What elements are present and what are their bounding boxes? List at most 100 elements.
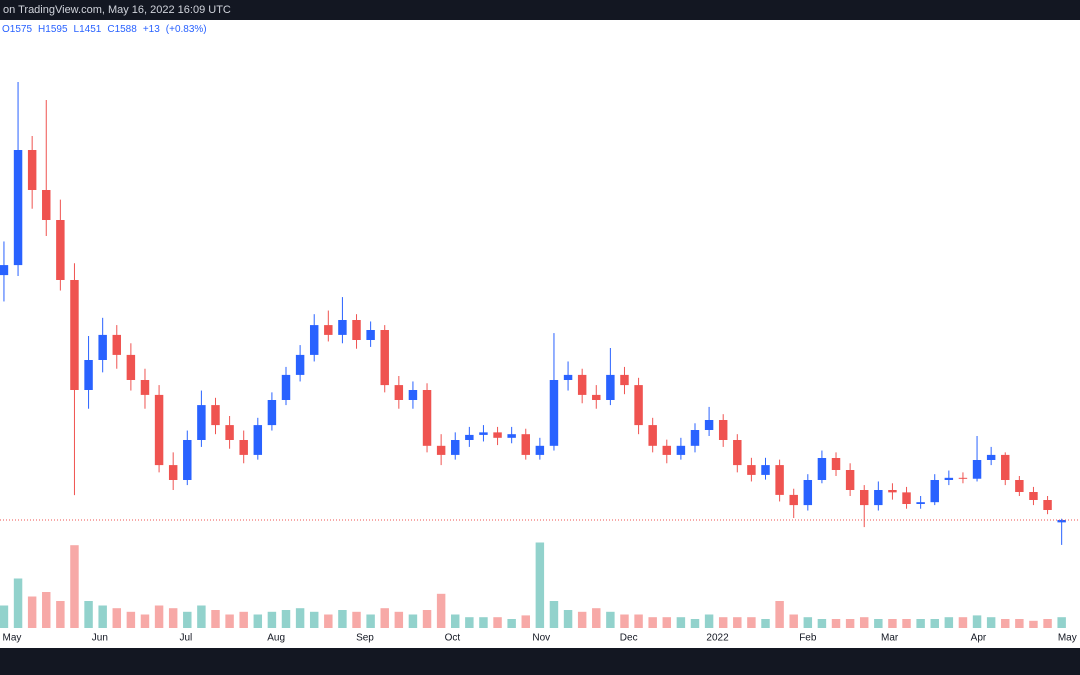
volume-bar	[465, 617, 474, 628]
volume-bar	[930, 619, 939, 628]
bottom-bar	[0, 648, 1080, 675]
candle-body	[140, 380, 150, 395]
candle-body	[634, 385, 643, 426]
candle-body	[916, 502, 925, 504]
candle-body	[295, 354, 305, 375]
volume-bar	[70, 545, 79, 628]
candle-body	[761, 465, 770, 475]
candle-body	[1029, 492, 1038, 500]
volume-bar	[874, 619, 883, 628]
candle-body	[126, 354, 136, 380]
volume-bar	[126, 611, 136, 628]
volume-bar	[606, 611, 615, 628]
volume-bar	[577, 611, 587, 628]
volume-bar	[747, 617, 756, 628]
volume-bar	[197, 605, 206, 628]
candle-body	[225, 425, 234, 440]
volume-bar	[13, 578, 23, 628]
volume-bar	[338, 610, 347, 628]
candle-body	[27, 150, 37, 190]
volume-bar	[352, 611, 361, 628]
volume-bar	[27, 596, 37, 628]
candle-body	[944, 477, 954, 480]
top-bar: on TradingView.com, May 16, 2022 16:09 U…	[0, 0, 1080, 20]
volume-bar	[366, 614, 375, 628]
volume-bar	[253, 614, 263, 628]
candle-body	[1057, 520, 1066, 523]
volume-bar	[1015, 619, 1024, 628]
candle-body	[986, 454, 996, 460]
candle-body	[902, 492, 911, 504]
candle-body	[592, 394, 601, 400]
candle-body	[112, 334, 122, 355]
candle-body	[690, 430, 700, 446]
volume-bar	[56, 601, 65, 628]
volume-bar	[1001, 619, 1010, 628]
candle-body	[733, 440, 742, 466]
candle-body	[676, 445, 686, 455]
volume-bar	[479, 617, 488, 628]
candle-body	[239, 440, 248, 455]
legend-item: O1575	[2, 24, 32, 35]
candle-body	[888, 490, 897, 493]
candle-body	[930, 480, 939, 503]
candle-body	[98, 334, 107, 360]
candle-body	[451, 440, 460, 455]
volume-bar	[634, 614, 643, 628]
legend-item: H1595	[38, 24, 67, 35]
candle-body	[958, 477, 968, 479]
candle-body	[493, 432, 502, 438]
volume-bar	[1057, 617, 1066, 628]
candle-body	[577, 374, 587, 395]
candle-body	[13, 150, 23, 266]
legend-value: 1451	[79, 24, 102, 35]
volume-bar	[549, 601, 559, 628]
legend-change: +13	[142, 24, 160, 35]
volume-bar	[888, 619, 897, 628]
volume-bar	[521, 615, 530, 628]
volume-bar	[295, 608, 305, 628]
candle-body	[352, 320, 361, 340]
candle-body	[775, 465, 784, 495]
legend-change-pct: (+0.83%)	[165, 24, 207, 35]
candle-body	[747, 465, 756, 475]
x-tick-label: Jun	[92, 633, 108, 644]
volume-bar	[42, 592, 51, 628]
volume-bar	[817, 619, 827, 628]
volume-bar	[704, 614, 714, 628]
candle-body	[845, 470, 855, 490]
legend-value: 1595	[45, 24, 68, 35]
candle-body	[465, 434, 474, 440]
volume-bar	[761, 619, 770, 628]
volume-bar	[112, 608, 122, 628]
volume-bar	[1043, 619, 1052, 628]
candle-body	[84, 360, 93, 390]
candle-body	[874, 490, 883, 506]
volume-bar	[183, 611, 192, 628]
candle-body	[859, 490, 869, 506]
volume-bar	[309, 611, 319, 628]
volume-bar	[84, 601, 93, 628]
volume-bar	[422, 610, 432, 628]
volume-bar	[0, 605, 9, 628]
volume-bar	[535, 542, 545, 628]
chart: May Jun Jul Aug Sep Oct Nov Dec 2022 Feb Mar Apr May	[0, 82, 1080, 644]
candle-body	[563, 374, 573, 380]
volume-bar	[859, 617, 869, 628]
x-tick-label: May	[3, 633, 22, 644]
candle-body	[394, 385, 404, 400]
candle-body	[253, 425, 263, 455]
legend-value: 1575	[9, 24, 33, 35]
ohlc-legend: O1575 H1595 L1451 C1588 +13 (+0.83%)	[2, 24, 207, 35]
volume-bar	[944, 617, 954, 628]
volume-bar	[775, 601, 784, 628]
volume-bar	[436, 593, 446, 628]
candle-body	[662, 445, 672, 455]
candle-body	[42, 190, 51, 220]
candle-body	[606, 374, 615, 400]
volume-bar	[140, 614, 150, 628]
candle-body	[168, 465, 178, 480]
volume-bar	[451, 614, 460, 628]
x-tick-label: Jul	[179, 633, 192, 644]
volume-bar	[267, 611, 277, 628]
